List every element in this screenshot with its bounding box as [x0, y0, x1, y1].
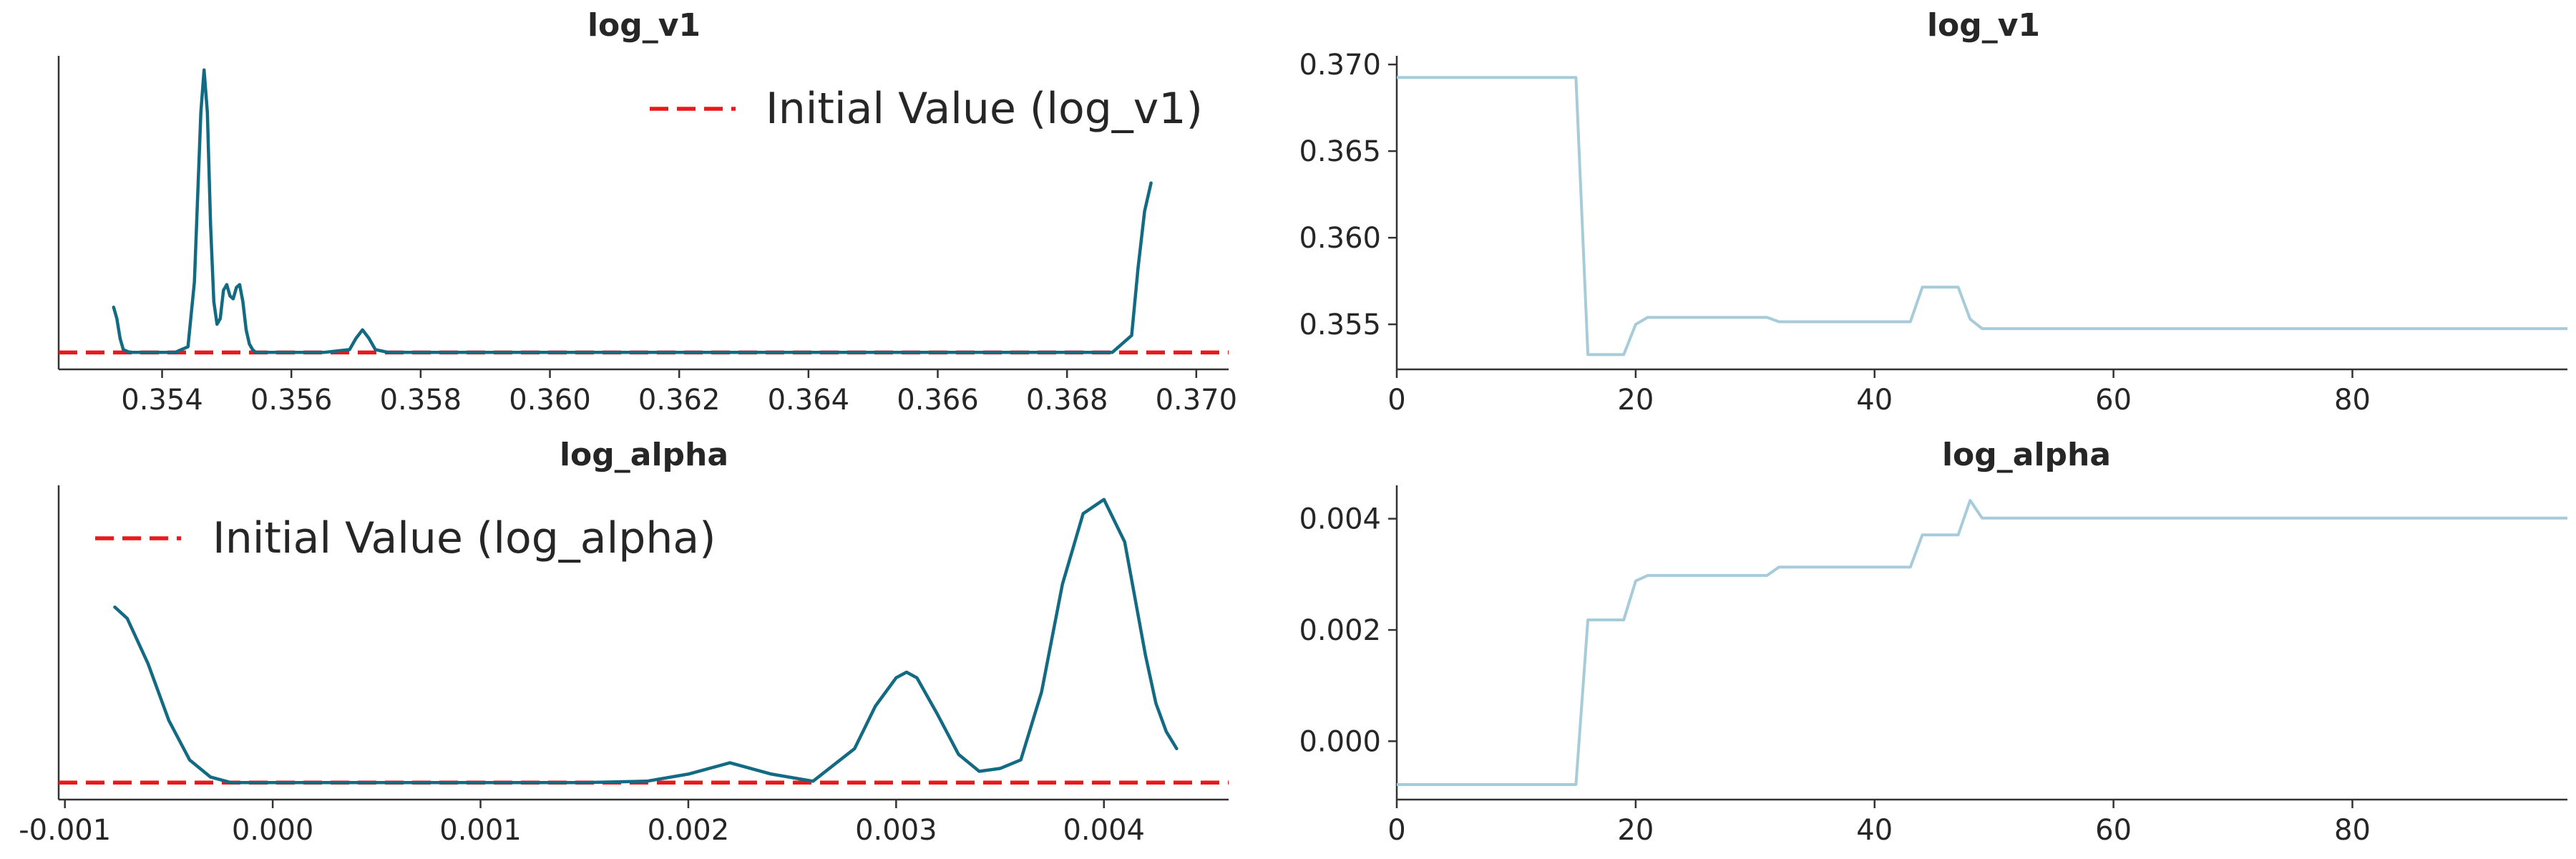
density-log-v1-panel: log_v1 0.354 0.356 0.358 0.360 0.362 0.364 0.3… — [57, 7, 1238, 417]
density-log-v1-axes: 0.354 0.356 0.358 0.360 0.362 0.364 0.366 0.368… — [57, 56, 1238, 417]
legend-label: Initial Value (log_alpha) — [213, 513, 716, 563]
density-log-alpha-title: log_alpha — [560, 437, 728, 473]
y-tick-label: 0.000 — [1299, 725, 1381, 758]
x-tick-label: 0.004 — [1063, 814, 1145, 847]
y-tick-label: 0.370 — [1299, 49, 1381, 82]
trace-log-alpha-axes: 0 20 40 60 80 0.000 0.002 0.004 — [1299, 485, 2567, 847]
trace-line — [1397, 76, 2567, 356]
density-log-v1-legend: Initial Value (log_v1) — [650, 84, 1203, 134]
x-tick-label: 0.356 — [250, 384, 333, 417]
trace-log-v1-panel: log_v1 0 20 40 60 80 0.355 0.360 0.365 0.370 — [1299, 7, 2567, 417]
density-log-alpha-legend: Initial Value (log_alpha) — [95, 513, 716, 563]
x-tick-label: 40 — [1856, 814, 1893, 847]
y-tick-label: 0.004 — [1299, 503, 1381, 536]
legend-label: Initial Value (log_v1) — [766, 84, 1203, 134]
trace-log-v1-axes: 0 20 40 60 80 0.355 0.360 0.365 0.370 — [1299, 49, 2567, 417]
x-tick-label: 60 — [2095, 814, 2132, 847]
x-tick-label: 80 — [2334, 814, 2371, 847]
x-tick-label: -0.001 — [19, 814, 111, 847]
trace-log-alpha-panel: log_alpha 0 20 40 60 80 0.000 0.002 0.004 — [1299, 437, 2567, 847]
trace-log-v1-title: log_v1 — [1927, 7, 2040, 44]
x-tick-label: 0.368 — [1026, 384, 1108, 417]
density-log-alpha-axes: -0.001 0.000 0.001 0.002 0.003 0.004 — [19, 485, 1229, 847]
trace-log-alpha-title: log_alpha — [1942, 437, 2111, 473]
density-log-v1-title: log_v1 — [587, 7, 701, 44]
x-tick-label: 0 — [1387, 384, 1405, 417]
x-tick-label: 0 — [1387, 814, 1405, 847]
x-tick-label: 0.362 — [638, 384, 721, 417]
y-tick-label: 0.002 — [1299, 614, 1381, 647]
x-tick-label: 0.003 — [855, 814, 937, 847]
x-tick-label: 0.358 — [380, 384, 462, 417]
density-curve — [113, 498, 1179, 785]
x-tick-label: 0.354 — [121, 384, 203, 417]
x-tick-label: 80 — [2334, 384, 2371, 417]
x-tick-label: 0.360 — [509, 384, 591, 417]
y-tick-label: 0.365 — [1299, 135, 1381, 168]
y-tick-label: 0.360 — [1299, 222, 1381, 255]
x-tick-label: 0.364 — [768, 384, 850, 417]
y-tick-label: 0.355 — [1299, 309, 1381, 341]
x-tick-label: 0.002 — [648, 814, 730, 847]
x-tick-label: 0.000 — [232, 814, 314, 847]
x-tick-label: 0.001 — [439, 814, 522, 847]
x-tick-label: 20 — [1617, 814, 1654, 847]
x-tick-label: 20 — [1617, 384, 1654, 417]
x-tick-label: 60 — [2095, 384, 2132, 417]
x-tick-label: 40 — [1856, 384, 1893, 417]
density-log-alpha-panel: log_alpha -0.001 0.000 0.001 0.002 0.003 0.00… — [19, 437, 1229, 847]
trace-line — [1397, 499, 2567, 786]
density-curve — [112, 68, 1153, 354]
x-tick-label: 0.370 — [1156, 384, 1238, 417]
x-tick-label: 0.366 — [897, 384, 979, 417]
